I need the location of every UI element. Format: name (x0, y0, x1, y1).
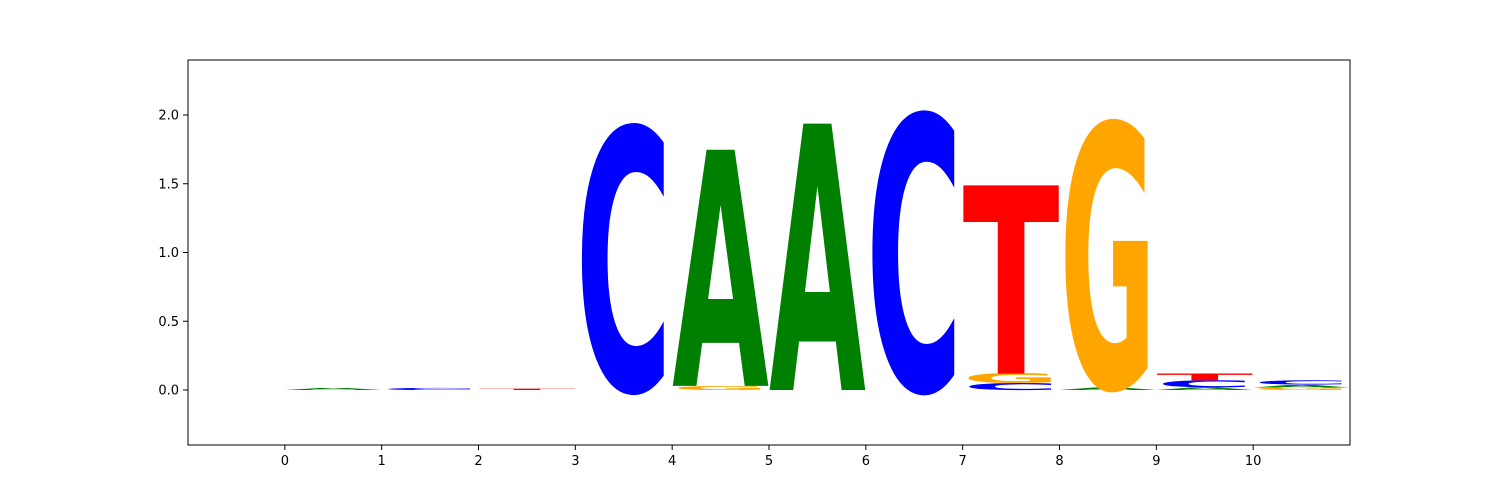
logo-letter-cytosine: C (382, 387, 479, 390)
x-tick-label: 8 (1055, 454, 1063, 469)
logo-letter-cytosine: C (963, 381, 1060, 392)
logo-letter-cytosine: C (575, 55, 672, 475)
logo-letter-adenine: A (1156, 387, 1254, 391)
logo-letter-adenine: A (1253, 384, 1351, 388)
logo-letter-guanine: G (963, 371, 1060, 386)
logo-letter-thymine: T (479, 388, 576, 390)
x-tick-label: 0 (281, 454, 289, 469)
logo-letter-cytosine: C (1253, 379, 1350, 386)
logo-letter-guanine: G (672, 385, 769, 392)
logo-letter-adenine: A (769, 53, 867, 477)
x-axis: 0 1 2 3 4 5 6 7 8 9 10 (281, 445, 1262, 469)
y-tick-label: 1.0 (158, 246, 179, 261)
x-tick-label: 5 (765, 454, 773, 469)
x-tick-label: 2 (474, 454, 482, 469)
x-tick-label: 9 (1152, 454, 1160, 469)
logo-letter-cytosine: C (866, 40, 963, 479)
logo-letter-adenine: A (1060, 387, 1158, 391)
x-tick-label: 3 (571, 454, 579, 469)
x-tick-label: 6 (862, 454, 870, 469)
logo-letter-thymine: T (1156, 372, 1253, 383)
x-tick-label: 10 (1245, 454, 1262, 469)
logo-letter-guanine: G (1253, 387, 1350, 391)
x-tick-label: 1 (378, 454, 386, 469)
x-tick-label: 7 (959, 454, 967, 469)
logo-letter-cytosine: C (1156, 379, 1253, 390)
y-tick-label: 1.5 (158, 177, 179, 192)
y-tick-label: 0.5 (158, 315, 179, 330)
logo-letter-guanine: G (1060, 52, 1157, 473)
logo-letter-adenine: A (285, 387, 383, 390)
y-tick-label: 0.0 (158, 384, 179, 399)
y-axis: 0.0 0.5 1.0 1.5 2.0 (158, 109, 188, 399)
logo-letter-thymine: T (963, 136, 1060, 436)
x-tick-label: 4 (668, 454, 676, 469)
logo-letter-adenine: A (672, 85, 769, 462)
y-tick-label: 2.0 (158, 109, 179, 124)
